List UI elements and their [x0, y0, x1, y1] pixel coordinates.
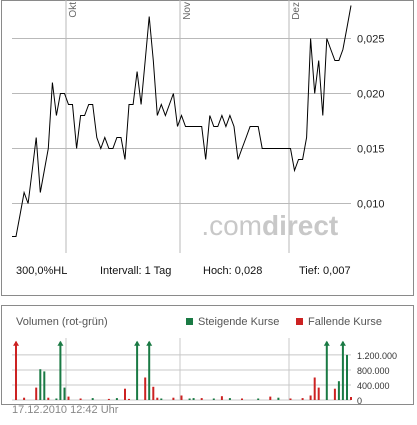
timestamp: 17.12.2010 12:42 Uhr	[12, 404, 119, 416]
hl-range-stat: 300,0%HL	[16, 265, 68, 277]
volume-bar	[325, 341, 328, 400]
volume-bar	[257, 398, 260, 400]
volume-bar	[124, 388, 126, 400]
volume-bars	[13, 340, 352, 400]
volume-bar	[289, 398, 292, 400]
volume-y-tick: 1.200.000	[357, 351, 397, 361]
volume-y-tick: 800.000	[357, 366, 390, 376]
interval-stat: Intervall: 1 Tag	[100, 265, 172, 277]
volume-grid	[12, 338, 351, 401]
volume-overflow-arrow	[339, 340, 346, 346]
volume-bar	[301, 398, 304, 400]
volume-overflow-arrow	[146, 340, 153, 346]
high-stat: Hoch: 0,028	[203, 265, 263, 277]
volume-bar	[144, 377, 147, 400]
volume-overflow-arrow	[13, 340, 20, 346]
volume-bar	[115, 398, 118, 400]
volume-bar	[172, 397, 175, 400]
volume-bar	[15, 341, 17, 400]
volume-bar	[160, 398, 163, 400]
price-y-axis: 0,025 0,020 0,015 0,010	[357, 34, 385, 211]
volume-bar	[192, 398, 195, 400]
volume-bar	[35, 387, 38, 400]
volume-bar	[107, 398, 110, 400]
volume-bar	[277, 397, 280, 400]
volume-y-axis: 1.200.000 800.000 400.000 0	[357, 351, 397, 405]
volume-bar	[63, 387, 66, 400]
volume-bar	[188, 398, 191, 400]
legend-rise-label: Steigende Kurse	[198, 316, 279, 328]
volume-bar	[241, 398, 243, 400]
price-y-tick: 0,010	[357, 199, 385, 211]
volume-overflow-arrow	[323, 340, 330, 346]
volume-bar	[220, 396, 223, 400]
price-line	[12, 5, 352, 237]
volume-bar	[152, 386, 155, 400]
volume-overflow-arrow	[57, 340, 64, 346]
month-label: Dez	[291, 2, 302, 20]
volume-bar	[200, 398, 203, 400]
price-chart: Okt Nov Dez 0,025 0,020 0,015 0,010 .com dire…	[12, 0, 385, 253]
volume-bar	[67, 396, 70, 400]
month-label: Okt	[68, 2, 79, 18]
price-y-tick: 0,020	[357, 89, 385, 101]
price-y-tick: 0,025	[357, 34, 385, 46]
volume-bar	[317, 387, 320, 400]
price-y-tick: 0,015	[357, 144, 385, 156]
volume-bar	[91, 398, 94, 400]
volume-bar	[313, 377, 316, 400]
legend-rise-swatch	[186, 318, 193, 325]
legend-fall-label: Fallende Kurse	[308, 316, 382, 328]
volume-bar	[23, 397, 26, 400]
low-stat: Tief: 0,007	[299, 265, 351, 277]
month-label: Nov	[182, 2, 193, 20]
volume-bar	[156, 397, 159, 400]
volume-overflow-arrow	[134, 340, 141, 346]
volume-bar	[346, 354, 348, 400]
volume-y-tick: 400.000	[357, 381, 390, 391]
volume-bar	[148, 341, 151, 400]
volume-bar	[47, 397, 50, 400]
month-labels: Okt Nov Dez	[68, 2, 302, 20]
volume-bar	[228, 398, 231, 400]
volume-chart: Volumen (rot-grün) Steigende Kurse Falle…	[12, 316, 397, 405]
volume-title: Volumen (rot-grün)	[16, 316, 108, 328]
legend-fall-swatch	[296, 318, 303, 325]
volume-bar	[136, 341, 139, 400]
volume-bar	[39, 369, 42, 400]
volume-bar	[180, 395, 183, 400]
volume-bar	[79, 398, 82, 400]
volume-bar	[350, 397, 352, 400]
price-grid	[12, 0, 351, 253]
volume-y-tick: 0	[357, 396, 362, 405]
volume-bar	[55, 398, 58, 400]
volume-bar	[341, 341, 344, 400]
volume-bar	[212, 398, 215, 400]
volume-bar	[337, 381, 340, 400]
volume-bar	[59, 341, 62, 400]
volume-bar	[269, 396, 272, 400]
watermark-prefix: .com	[201, 210, 262, 241]
watermark-suffix: direct	[262, 210, 338, 241]
volume-bar	[333, 388, 336, 400]
volume-bar	[128, 398, 130, 400]
volume-bar	[309, 395, 312, 400]
volume-bar	[43, 371, 46, 400]
